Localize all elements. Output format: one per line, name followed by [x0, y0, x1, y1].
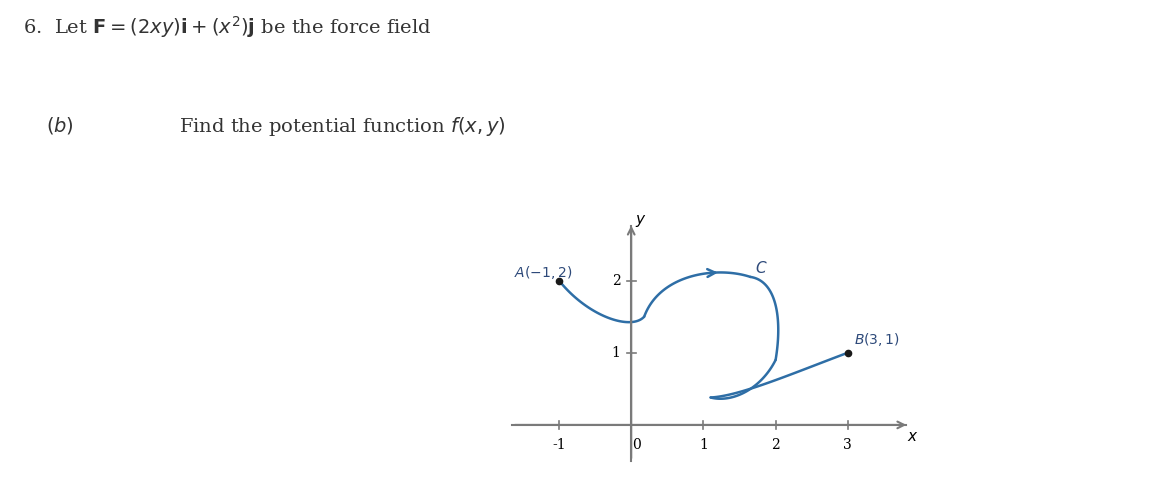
Text: $y$: $y$	[635, 213, 646, 229]
Text: Find the potential function $f(x, y)$: Find the potential function $f(x, y)$	[179, 115, 506, 138]
Text: $(b)$: $(b)$	[46, 115, 74, 136]
Text: $x$: $x$	[907, 430, 918, 444]
Text: 6.  Let $\mathbf{F} = (2xy)\mathbf{i} + (x^2)\mathbf{j}$ be the force field: 6. Let $\mathbf{F} = (2xy)\mathbf{i} + (…	[23, 14, 431, 40]
Text: $C$: $C$	[756, 260, 768, 276]
Text: 2: 2	[612, 274, 621, 287]
Text: 3: 3	[843, 438, 852, 452]
Text: -1: -1	[552, 438, 566, 452]
Text: 2: 2	[771, 438, 780, 452]
Text: $B(3, 1)$: $B(3, 1)$	[854, 331, 900, 348]
Text: 1: 1	[699, 438, 707, 452]
Text: 0: 0	[632, 438, 641, 452]
Text: 1: 1	[612, 346, 621, 360]
Text: $A(-1, 2)$: $A(-1, 2)$	[514, 264, 573, 281]
